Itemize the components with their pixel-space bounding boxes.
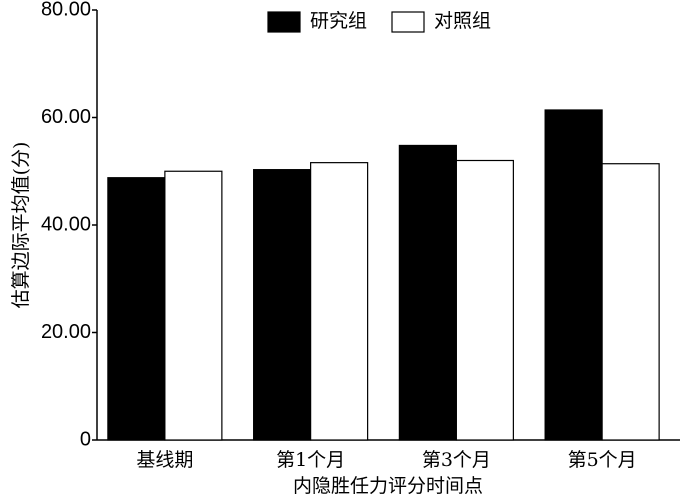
x-tick-label: 第1个月 [276, 449, 345, 471]
y-tick-label: 20.00 [41, 321, 91, 343]
legend-label: 研究组 [310, 10, 367, 32]
bar [310, 162, 369, 441]
legend-swatch [391, 11, 425, 33]
bar [601, 163, 660, 441]
legend-swatch [267, 11, 301, 33]
bar [107, 177, 166, 441]
y-tick-label: 80.00 [41, 0, 91, 20]
y-tick-label: 0 [80, 428, 91, 450]
bar [455, 159, 514, 441]
y-tick-label: 60.00 [41, 106, 91, 128]
x-tick-label: 第3个月 [422, 449, 491, 471]
x-tick-label: 基线期 [136, 449, 193, 471]
bar [544, 109, 603, 441]
bar [164, 170, 223, 441]
y-tick-label: 40.00 [41, 213, 91, 235]
x-tick-label: 第5个月 [568, 449, 637, 471]
x-axis-label: 内隐胜任力评分时间点 [293, 475, 483, 497]
legend-label: 对照组 [434, 10, 491, 32]
y-axis-label: 估算边际平均值(分) [10, 142, 32, 309]
bar [398, 144, 457, 441]
bar [253, 169, 312, 441]
